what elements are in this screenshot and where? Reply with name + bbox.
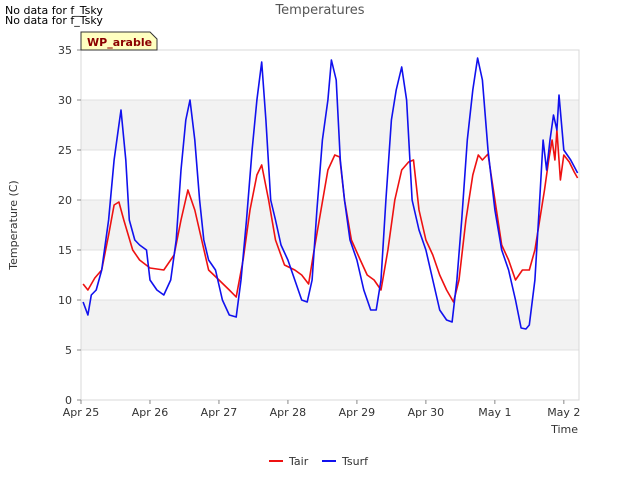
x-axis-label: Time [550,423,578,436]
x-tick-label-7: May 2 [547,406,580,419]
x-tick-label-6: May 1 [478,406,511,419]
x-tick-label-3: Apr 28 [270,406,307,419]
y-tick-label-15: 15 [58,244,72,257]
x-tick-label-2: Apr 27 [201,406,238,419]
no-data-note-1: No data for f_Tsky [5,4,103,17]
x-axis: Apr 25 Apr 26 Apr 27 Apr 28 Apr 29 Apr 30 May … [63,400,580,419]
legend-label-tair: Tair [288,455,309,468]
y-tick-label-25: 25 [58,144,72,157]
y-tick-label-20: 20 [58,194,72,207]
no-data-note-2: No data for f_Tsky [5,14,103,27]
band-25-30 [81,100,579,150]
y-tick-label-10: 10 [58,294,72,307]
y-tick-label-0: 0 [65,394,72,407]
y-tick-label-5: 5 [65,344,72,357]
x-tick-label-1: Apr 26 [132,406,169,419]
band-15-20 [81,200,579,250]
series-line-tair [82,129,579,303]
y-axis-label: Temperature (C) [7,180,20,270]
x-tick-label-4: Apr 29 [339,406,376,419]
site-label: WP_arable [87,36,152,49]
legend: Tair Tsurf [269,455,369,468]
site-badge: WP_arable [80,31,158,51]
chart-title: Temperatures [274,3,364,18]
x-tick-label-0: Apr 25 [63,406,100,419]
y-tick-label-35: 35 [58,44,72,57]
series-lines [82,57,579,330]
series-line-tsurf [82,57,579,330]
background-bands [81,100,579,350]
y-tick-label-30: 30 [58,94,72,107]
plot-frame [80,49,580,401]
x-tick-label-5: Apr 30 [408,406,445,419]
band-5-10 [81,300,579,350]
legend-label-tsurf: Tsurf [341,455,369,468]
y-axis: 0 5 10 15 20 25 30 35 [58,44,81,407]
